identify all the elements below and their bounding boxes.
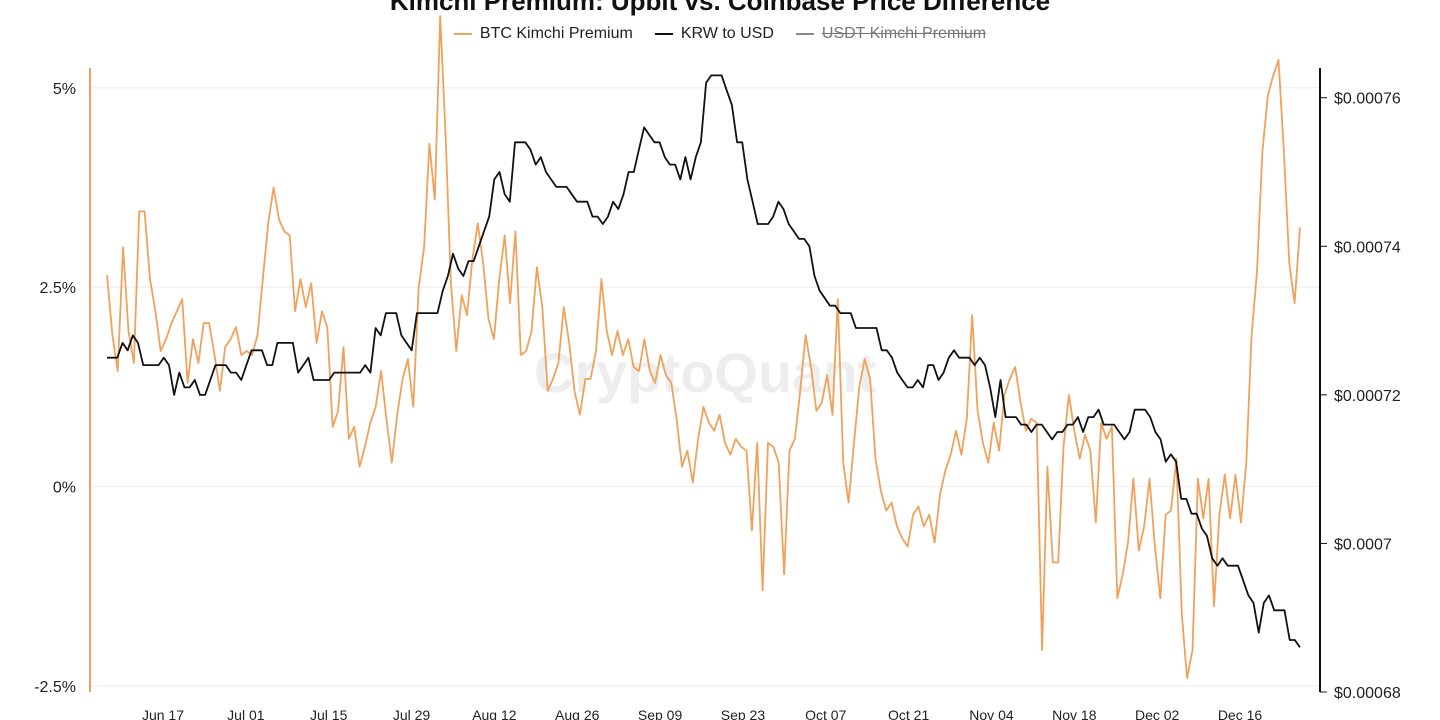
x-tick-label: Dec 02 [1135,707,1180,720]
x-tick-label: Aug 12 [472,707,517,720]
legend-item-krw-to-usd[interactable]: KRW to USD [654,25,774,43]
x-tick-label: Sep 09 [638,707,683,720]
y-left-tick-label: 0% [53,480,76,497]
legend-swatch-usdt [795,33,814,35]
x-tick-label: Nov 18 [1052,707,1097,720]
x-tick-label: Sep 23 [721,707,766,720]
legend-label-btc: BTC Kimchi Premium [479,25,633,42]
y-left-tick-label: -2.5% [34,679,76,696]
y-right-tick-label: $0.00072 [1334,388,1401,405]
chart-title: Kimchi Premium: Upbit vs. Coinbase Price… [389,0,1051,16]
series-line-btc-kimchi-premium [106,15,1301,679]
watermark: CryptoQuant [534,341,876,404]
y-right-tick-label: $0.00074 [1334,239,1401,256]
x-tick-label: Jul 01 [227,707,265,720]
x-tick-label: Jul 15 [310,707,348,720]
legend-swatch-btc [453,33,472,35]
x-tick-label: Aug 26 [555,707,600,720]
x-tick-label: Jun 17 [142,707,184,720]
legend-label-krw: KRW to USD [680,25,774,42]
legend-item-btc-kimchi-premium[interactable]: BTC Kimchi Premium [453,25,633,43]
y-left-tick-label: 2.5% [40,280,76,297]
series-line-krw-to-usd [107,74,1301,648]
y-left-tick-label: 5% [53,81,76,98]
x-tick-label: Oct 07 [805,707,846,720]
y-right-tick-label: $0.0007 [1334,536,1392,553]
chart-legend: BTC Kimchi Premium KRW to USD USDT Kimch… [0,25,1440,43]
x-tick-label: Dec 16 [1218,707,1263,720]
legend-label-usdt: USDT Kimchi Premium [821,25,987,42]
x-tick-label: Jul 29 [393,707,431,720]
legend-swatch-krw [654,33,673,35]
y-right-tick-label: $0.00076 [1334,91,1401,108]
x-tick-label: Nov 04 [969,707,1014,720]
y-right-tick-label: $0.00068 [1334,685,1401,702]
x-tick-label: Oct 21 [888,707,929,720]
legend-item-usdt-kimchi-premium[interactable]: USDT Kimchi Premium [795,25,987,43]
